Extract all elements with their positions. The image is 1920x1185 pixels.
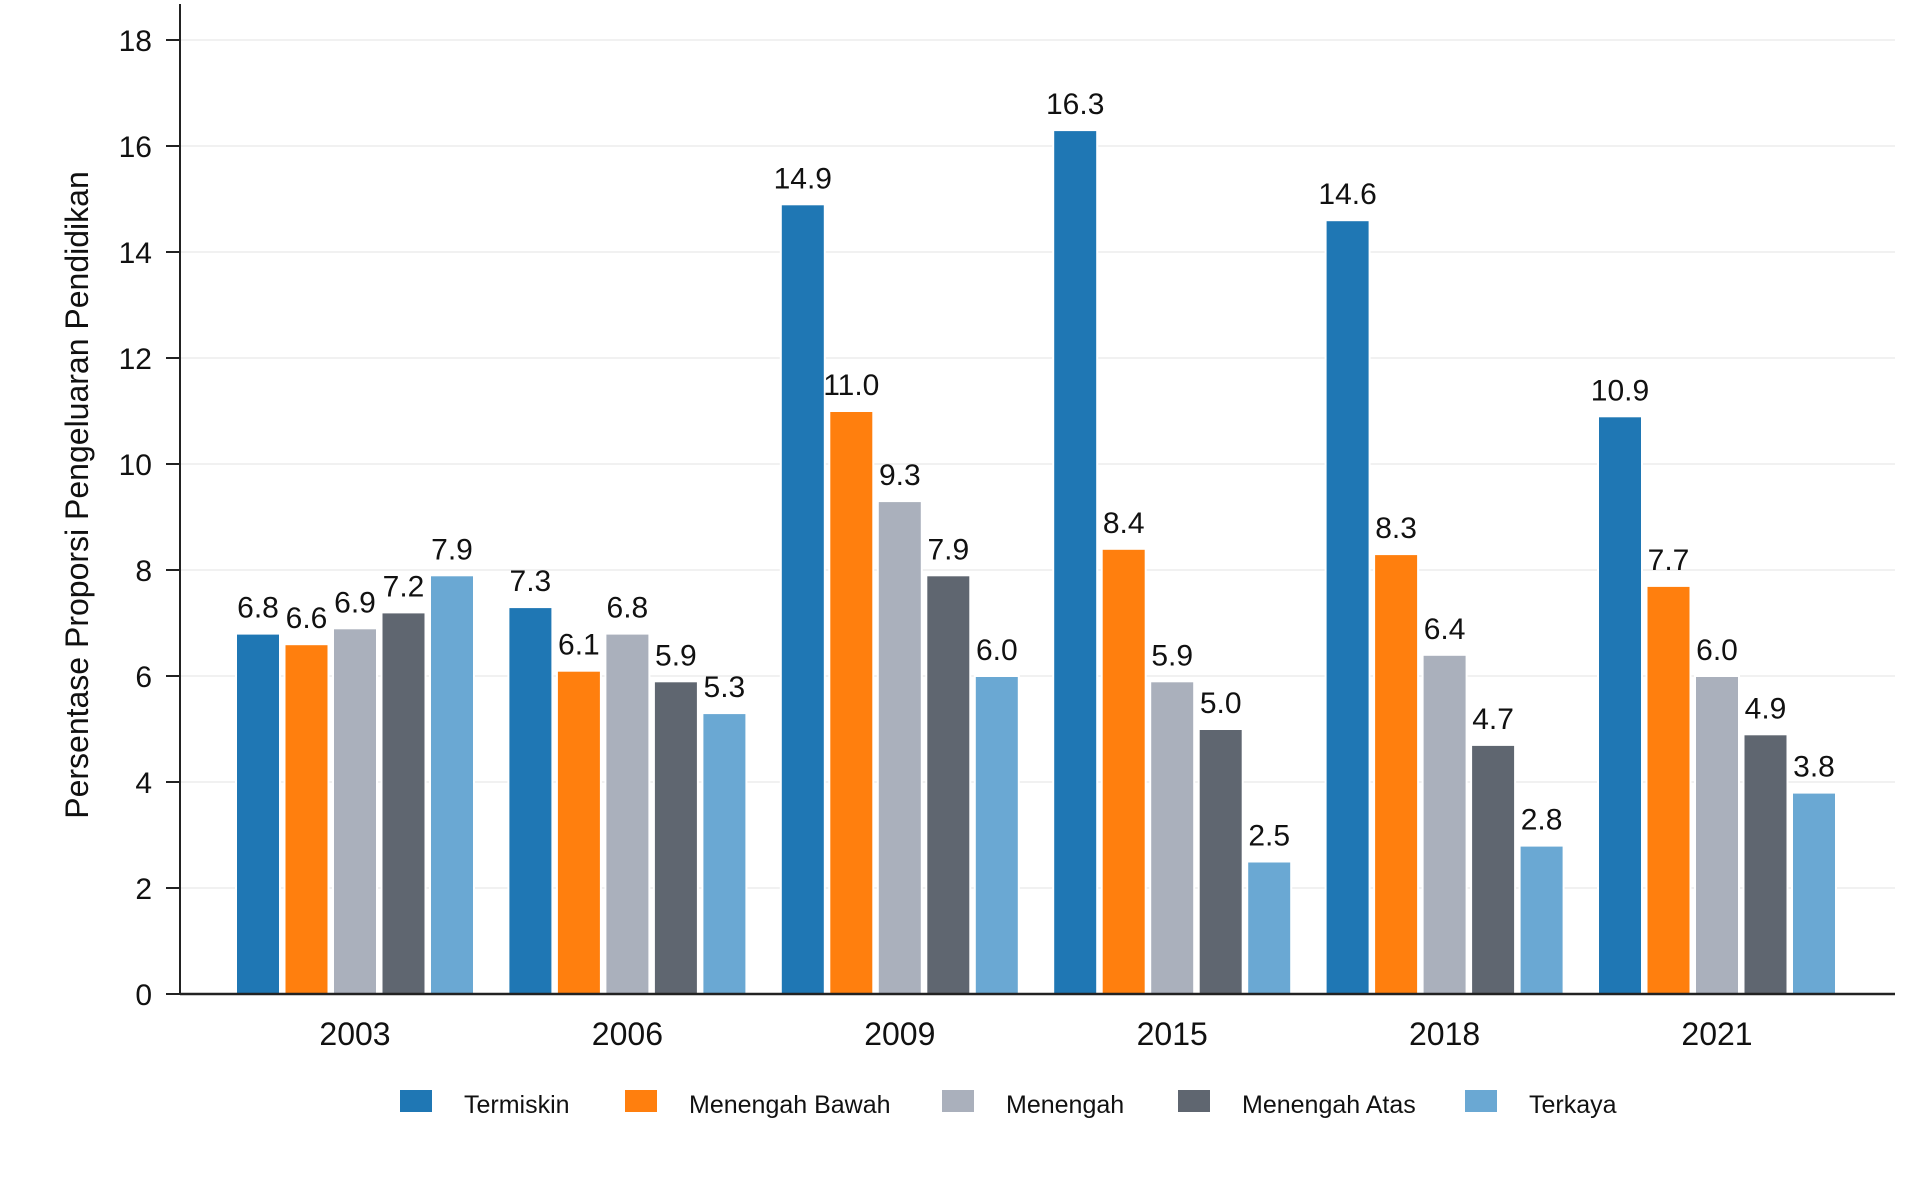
legend-label: Menengah Bawah xyxy=(689,1091,891,1119)
legend-swatch xyxy=(625,1090,657,1112)
bar-value-label: 6.8 xyxy=(237,592,279,625)
bar-value-label: 4.7 xyxy=(1472,703,1514,736)
bar xyxy=(380,611,427,996)
legend-swatch xyxy=(1465,1090,1497,1112)
bar-value-label: 7.3 xyxy=(510,565,552,598)
bar xyxy=(1149,680,1196,995)
y-tick-label: 2 xyxy=(135,873,152,906)
bar-value-label: 5.9 xyxy=(655,639,697,672)
bar xyxy=(973,675,1020,995)
bar-value-label: 6.4 xyxy=(1424,613,1466,646)
y-tick-label: 0 xyxy=(135,979,152,1012)
bar xyxy=(1324,219,1371,995)
bar xyxy=(1518,844,1565,995)
bar-value-label: 2.8 xyxy=(1521,804,1563,837)
bar-value-label: 6.9 xyxy=(334,586,376,619)
bar-value-label: 8.3 xyxy=(1375,512,1417,545)
bar xyxy=(1246,860,1293,995)
bar xyxy=(1742,733,1789,995)
y-tick-label: 10 xyxy=(119,449,152,482)
x-tick-label: 2003 xyxy=(319,1016,390,1052)
bar-value-label: 5.3 xyxy=(704,671,746,704)
bar xyxy=(332,627,378,995)
x-tick-label: 2018 xyxy=(1409,1016,1480,1052)
bar xyxy=(283,643,330,995)
x-tick-label: 2015 xyxy=(1137,1016,1208,1052)
bar-value-label: 7.2 xyxy=(383,570,425,603)
bar xyxy=(429,574,475,995)
bar-value-label: 6.8 xyxy=(607,592,649,625)
y-tick-label: 4 xyxy=(135,767,152,800)
legend: Termiskin Menengah Bawah Menengah Menengah … xyxy=(400,1090,1617,1119)
legend-swatch xyxy=(1178,1090,1210,1112)
x-tick-label: 2021 xyxy=(1681,1016,1752,1052)
axes xyxy=(179,4,1895,996)
bar xyxy=(1052,129,1099,996)
bar xyxy=(1694,675,1740,995)
bar xyxy=(1421,653,1468,995)
bar xyxy=(876,500,923,995)
bar xyxy=(779,203,826,996)
bar-value-label: 6.0 xyxy=(1696,634,1738,667)
y-tick-label: 14 xyxy=(119,237,152,270)
legend-swatch xyxy=(942,1090,974,1112)
bar-value-label: 9.3 xyxy=(879,459,921,492)
y-tick-label: 12 xyxy=(119,343,152,376)
value-labels: 6.8 6.6 6.9 7.27.97.36.16.85.95.314.911.09.… xyxy=(237,88,1835,852)
bar-value-label: 5.0 xyxy=(1200,687,1242,720)
legend-label: Menengah xyxy=(1006,1091,1124,1119)
bar-value-label: 16.3 xyxy=(1046,88,1104,121)
bar xyxy=(1197,728,1244,995)
bar xyxy=(1645,584,1692,996)
y-axis-title: Persentase Proporsi Pengeluaran Pendidik… xyxy=(59,171,95,819)
bar xyxy=(1373,553,1420,995)
bar-value-label: 4.9 xyxy=(1745,692,1787,725)
bar-value-label: 7.9 xyxy=(927,533,969,566)
y-tick-label: 6 xyxy=(135,661,152,694)
bar-value-label: 14.9 xyxy=(774,162,832,195)
bar xyxy=(604,632,651,995)
legend-label: Menengah Atas xyxy=(1242,1091,1416,1119)
y-tick-label: 8 xyxy=(135,555,152,588)
bar-value-label: 5.9 xyxy=(1151,639,1193,672)
bar xyxy=(1597,415,1643,995)
bar xyxy=(1470,743,1517,996)
y-tick-label: 16 xyxy=(119,131,152,164)
bar-value-label: 10.9 xyxy=(1591,374,1649,407)
legend-label: Termiskin xyxy=(464,1091,570,1119)
legend-swatch xyxy=(400,1090,432,1112)
bar xyxy=(555,669,602,995)
bar-value-label: 6.6 xyxy=(286,602,328,635)
bar xyxy=(1791,791,1837,995)
bar xyxy=(925,574,972,995)
bar-value-label: 8.4 xyxy=(1103,507,1145,540)
y-axis-ticks: 0 2 4 6 8 10 12 14 16 18 xyxy=(119,25,180,1012)
bar-value-label: 7.7 xyxy=(1648,544,1690,577)
bars xyxy=(235,129,1837,996)
bar-value-label: 3.8 xyxy=(1793,751,1835,784)
bar xyxy=(1100,547,1147,995)
bar-value-label: 7.9 xyxy=(431,533,473,566)
bar-value-label: 14.6 xyxy=(1318,178,1376,211)
bar xyxy=(235,632,281,995)
y-tick-label: 18 xyxy=(119,25,152,58)
bar xyxy=(652,680,699,995)
bar-value-label: 2.5 xyxy=(1248,820,1290,853)
legend-label: Terkaya xyxy=(1529,1091,1617,1119)
x-axis-ticks: 2003 2006 2009 2015 2018 2021 xyxy=(319,1016,1752,1052)
bar-value-label: 11.0 xyxy=(823,369,879,402)
bar xyxy=(507,606,554,995)
x-tick-label: 2009 xyxy=(864,1016,935,1052)
x-tick-label: 2006 xyxy=(592,1016,663,1052)
bar-value-label: 6.1 xyxy=(558,629,600,662)
bar xyxy=(828,410,875,995)
bar xyxy=(701,712,748,995)
bar-value-label: 6.0 xyxy=(976,634,1018,667)
